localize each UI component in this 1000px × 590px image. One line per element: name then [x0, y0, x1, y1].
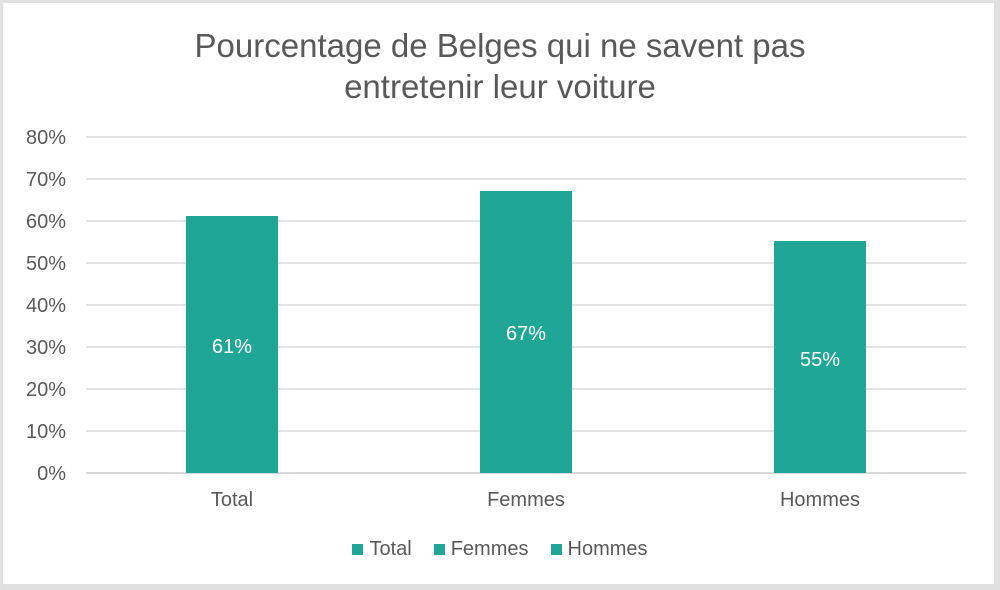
legend-label: Hommes [567, 538, 648, 560]
data-label-total: 61% [211, 336, 253, 358]
legend-swatch-icon [433, 543, 445, 555]
legend-label: Femmes [450, 538, 529, 560]
y-tick-label: 80% [25, 127, 66, 149]
bar-total [186, 216, 278, 473]
legend-item-total: Total [352, 538, 412, 560]
y-tick-label: 20% [25, 379, 66, 401]
y-tick-label: 10% [25, 421, 66, 443]
chart-title-line-2: entretenir leur voiture [344, 68, 656, 105]
y-tick-label: 50% [25, 253, 66, 275]
x-tick-label: Total [210, 489, 254, 511]
legend: Total Femmes Hommes [0, 538, 1000, 560]
x-tick-label: Femmes [487, 489, 565, 511]
legend-swatch-icon [352, 543, 364, 555]
x-axis-line [86, 472, 966, 474]
legend-item-hommes: Hommes [550, 538, 648, 560]
bar-femmes [480, 191, 572, 473]
data-label-femmes: 67% [505, 323, 547, 345]
legend-item-femmes: Femmes [433, 538, 529, 560]
y-tick-label: 70% [25, 169, 66, 191]
y-tick-label: 60% [25, 211, 66, 233]
gridline [86, 178, 966, 180]
y-tick-label: 0% [37, 463, 66, 485]
y-tick-label: 40% [25, 295, 66, 317]
x-tick-label: Hommes [779, 489, 860, 511]
y-tick-label: 30% [25, 337, 66, 359]
legend-label: Total [369, 538, 412, 560]
chart-title-line-1: Pourcentage de Belges qui ne savent pas [194, 27, 806, 64]
bar-hommes [774, 241, 866, 473]
data-label-hommes: 55% [799, 349, 841, 371]
legend-swatch-icon [550, 543, 562, 555]
chart-title: Pourcentage de Belges qui ne savent pas … [0, 25, 1000, 107]
gridline [86, 136, 966, 138]
